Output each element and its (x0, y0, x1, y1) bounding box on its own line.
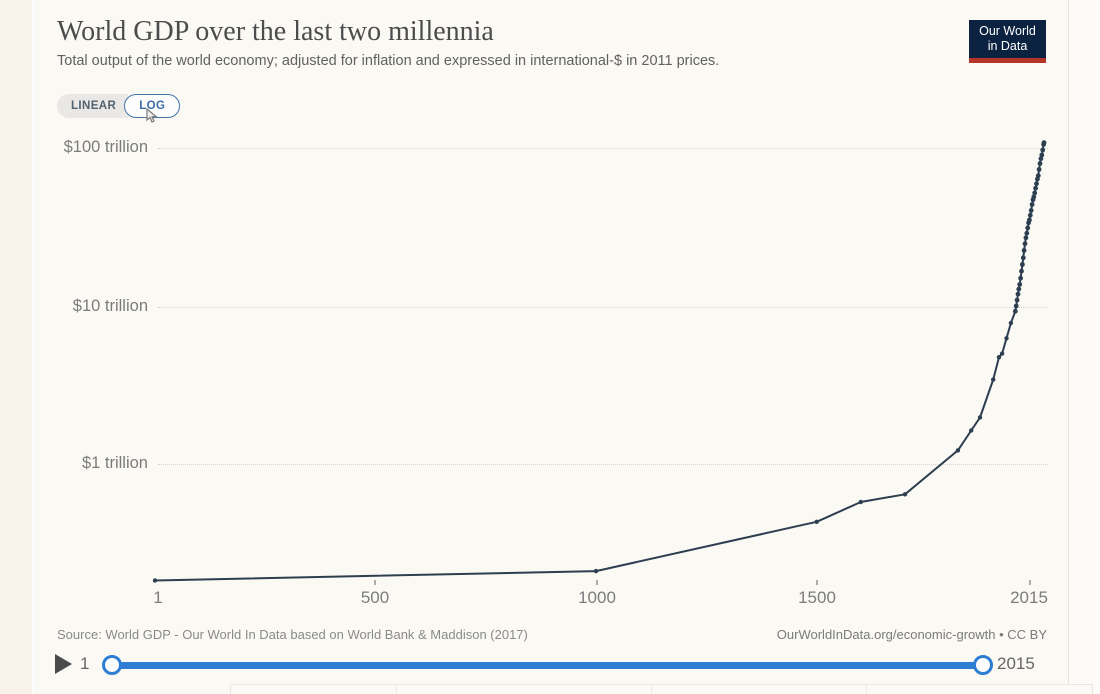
x-axis-label-1500: 1500 (798, 588, 836, 607)
owid-logo-text: Our World in Data (979, 24, 1036, 53)
left-margin-strip (0, 0, 34, 694)
table-column-separator (396, 685, 397, 694)
source-text: Source: World GDP - Our World In Data ba… (57, 627, 528, 642)
timeline-slider-track[interactable] (112, 662, 983, 669)
x-tick-2015 (1029, 580, 1031, 585)
table-column-separator (866, 685, 867, 694)
x-axis-label-1000: 1000 (578, 588, 616, 607)
footer-row: Source: World GDP - Our World In Data ba… (57, 627, 1047, 642)
x-axis-label-500: 500 (360, 588, 390, 607)
timeline-start-handle[interactable] (102, 655, 122, 675)
owid-link[interactable]: OurWorldInData.org/economic-growth • CC … (776, 627, 1047, 642)
x-axis-label-2015: 2015 (1010, 588, 1048, 607)
y-axis-label-10-trillion: $10 trillion (72, 297, 148, 315)
owid-logo[interactable]: Our World in Data (969, 20, 1046, 63)
mouse-cursor-icon (146, 108, 158, 123)
gridline-1-trillion (158, 464, 1048, 465)
gridline-10-trillion (158, 307, 1048, 308)
x-tick-1500 (816, 580, 818, 585)
gridline-100-trillion (158, 148, 1048, 149)
play-icon[interactable] (55, 654, 72, 674)
right-margin-strip (1068, 0, 1100, 694)
x-axis-label-1: 1 (153, 588, 163, 607)
x-tick-1000 (596, 580, 598, 585)
owid-logo-red-bar (969, 58, 1046, 63)
bottom-table-edge (230, 684, 1093, 694)
x-tick-500 (374, 580, 376, 585)
y-axis-label-1-trillion: $1 trillion (81, 454, 148, 472)
timeline-controls: 1 2015 (0, 650, 1100, 684)
timeline-end-year: 2015 (997, 654, 1035, 673)
scale-toggle: LINEAR LOG (57, 94, 181, 123)
page-title: World GDP over the last two millennia (57, 16, 494, 47)
table-column-separator (651, 685, 652, 694)
chart-subtitle: Total output of the world economy; adjus… (57, 53, 720, 69)
timeline-end-handle[interactable] (973, 655, 993, 675)
timeline-start-year: 1 (80, 654, 90, 673)
linear-scale-button[interactable]: LINEAR (57, 94, 129, 118)
y-axis-label-100-trillion: $100 trillion (63, 138, 148, 156)
